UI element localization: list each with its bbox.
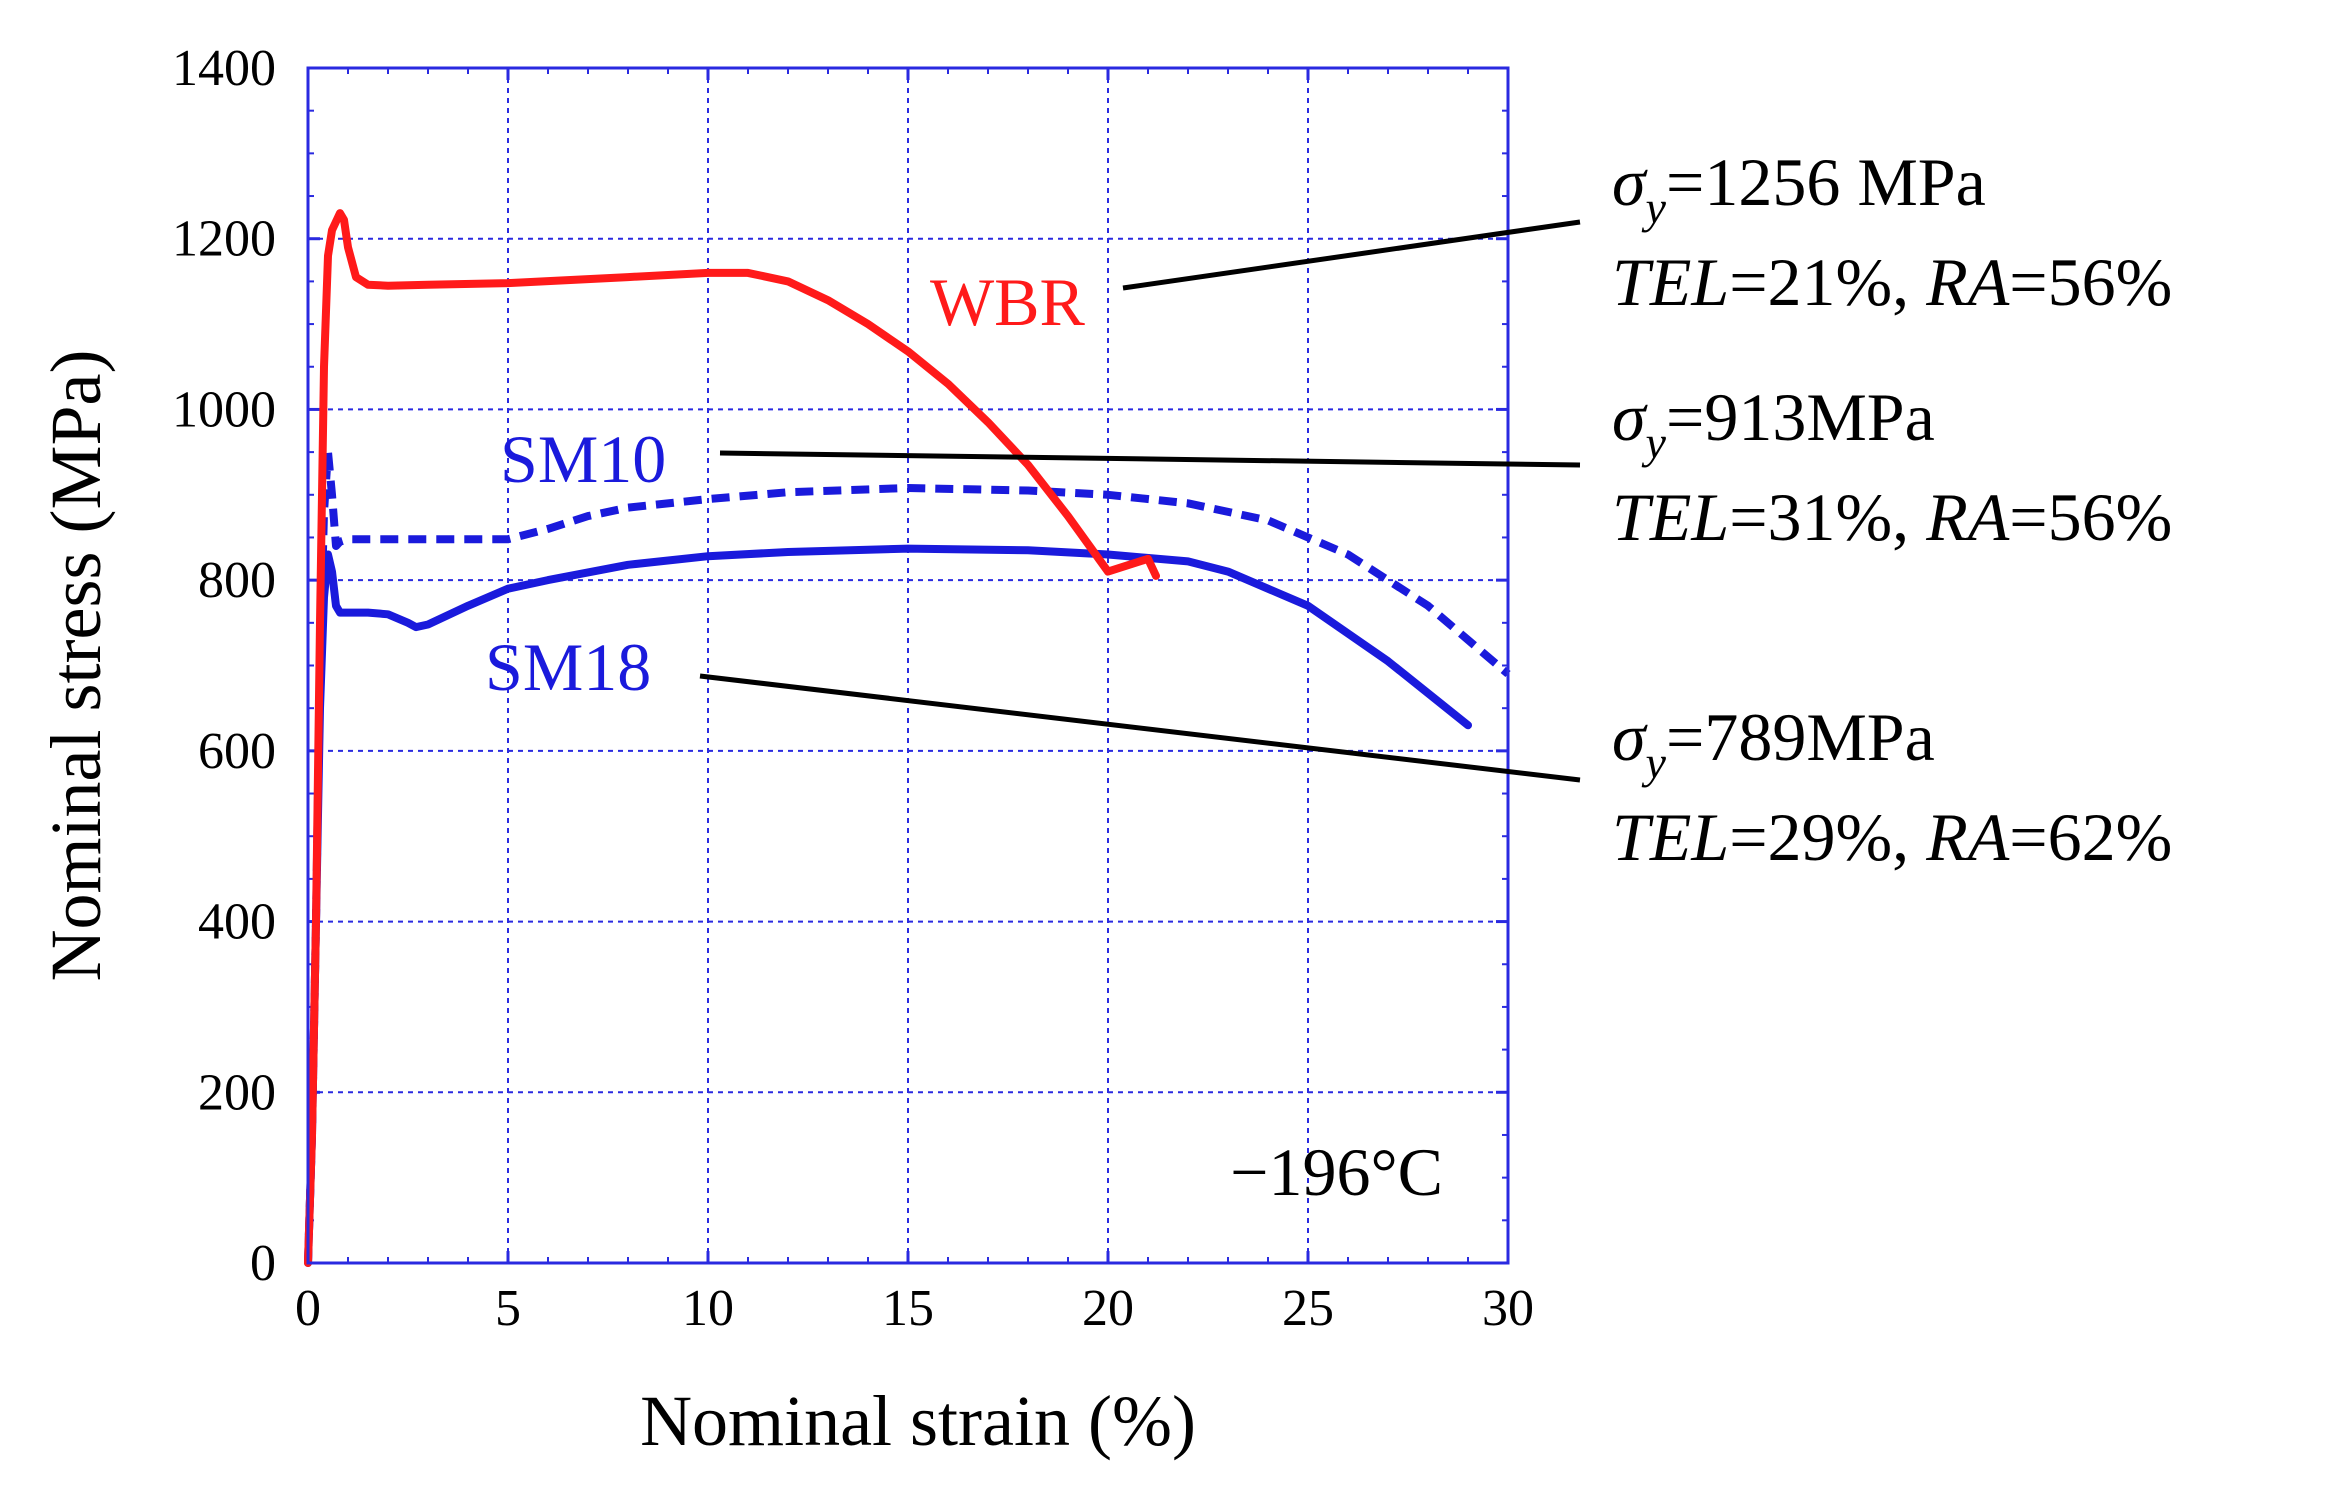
- ductility-wbr: TEL=21%, RA=56%: [1612, 244, 2172, 320]
- series-line-sm18: [304, 544, 1472, 1267]
- x-tick-label: 5: [495, 1280, 521, 1337]
- x-axis-label: Nominal strain (%): [640, 1381, 1196, 1461]
- y-tick-label: 600: [198, 723, 276, 780]
- yield-strength-sm10: σy=913MPa: [1612, 379, 1935, 468]
- ductility-sm18: TEL=29%, RA=62%: [1612, 799, 2172, 875]
- y-tick-label: 0: [250, 1235, 276, 1292]
- grid-layer: [308, 68, 1508, 1263]
- annotation-layer: σy=1256 MPa TEL=21%, RA=56% σy=913MPa TEL=3…: [699, 144, 2172, 875]
- y-tick-label: 400: [198, 894, 276, 951]
- labels-layer: Nominal strain (%) Nominal stress (MPa) …: [36, 264, 1443, 1461]
- y-tick-label: 1000: [172, 381, 276, 438]
- x-tick-label: 10: [682, 1280, 734, 1337]
- x-tick-label: 15: [882, 1280, 934, 1337]
- y-tick-label: 800: [198, 552, 276, 609]
- series-label-wbr: WBR: [930, 264, 1086, 340]
- series-layer: [304, 209, 1511, 1267]
- y-axis-label: Nominal stress (MPa): [36, 350, 116, 982]
- y-tick-label: 1400: [172, 40, 276, 97]
- leader-line-wbr: [1122, 219, 1581, 291]
- x-tick-label: 0: [295, 1280, 321, 1337]
- x-tick-label: 30: [1482, 1280, 1534, 1337]
- leader-line-sm10: [719, 450, 1581, 468]
- yield-strength-sm18: σy=789MPa: [1612, 699, 1935, 788]
- temperature-label: −196°C: [1230, 1134, 1443, 1210]
- y-tick-label: 1200: [172, 211, 276, 268]
- series-line-wbr: [304, 209, 1160, 1267]
- yield-strength-wbr: σy=1256 MPa: [1612, 144, 1986, 233]
- series-label-sm10: SM10: [500, 421, 666, 497]
- plot-frame: [306, 66, 1510, 1265]
- series-label-sm18: SM18: [485, 629, 651, 705]
- y-tick-label: 200: [198, 1064, 276, 1121]
- x-tick-label: 25: [1282, 1280, 1334, 1337]
- ductility-sm10: TEL=31%, RA=56%: [1612, 479, 2172, 555]
- x-tick-label: 20: [1082, 1280, 1134, 1337]
- leader-line-sm18: [699, 673, 1581, 783]
